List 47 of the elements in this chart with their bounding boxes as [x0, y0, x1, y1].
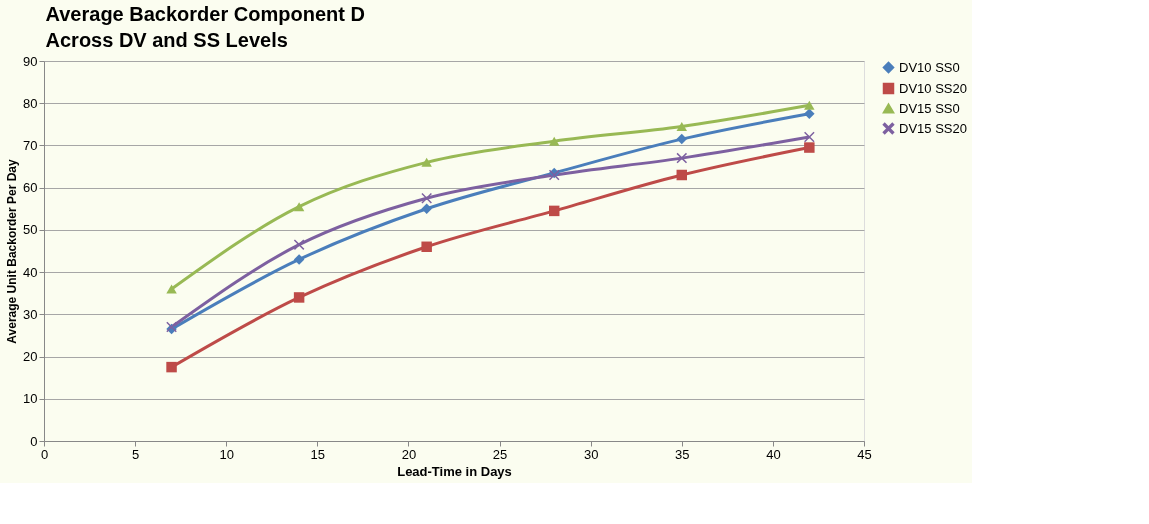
- point: [676, 121, 688, 131]
- x-tick-label: 40: [766, 446, 781, 462]
- x-tick-label: 5: [131, 446, 140, 462]
- legend-label: DV15 SS20: [899, 120, 967, 136]
- y-tick-label: 20: [23, 349, 38, 365]
- y-tick-label: 40: [23, 264, 38, 280]
- point: [293, 292, 305, 303]
- chart-title: Average Backorder Component D Across DV and SS Levels: [45, 3, 365, 51]
- point: [293, 254, 305, 265]
- point: [421, 192, 432, 204]
- point: [166, 284, 177, 294]
- x-tick-label: 10: [219, 446, 234, 462]
- x-tick-label: 45: [857, 446, 872, 462]
- x-tick-label: 20: [401, 446, 417, 462]
- point: [293, 239, 305, 250]
- y-tick-label: 50: [23, 222, 38, 238]
- y-tick-label: 70: [23, 137, 38, 153]
- point: [804, 100, 815, 110]
- y-tick-label: 0: [30, 433, 38, 449]
- x-tick-label: 35: [675, 446, 690, 462]
- point: [293, 202, 305, 212]
- x-tick-label: 25: [492, 446, 508, 462]
- y-tick-label: 80: [23, 95, 38, 111]
- point: [166, 361, 177, 373]
- x-tick-label: 30: [583, 446, 599, 462]
- point: [804, 131, 815, 143]
- point: [676, 152, 688, 164]
- legend-label: DV10 SS0: [899, 59, 960, 75]
- y-tick-label: 60: [23, 180, 38, 196]
- legend-label: DV10 SS20: [899, 80, 967, 96]
- y-tick-label: 30: [23, 306, 38, 322]
- point: [421, 203, 432, 215]
- point: [421, 241, 432, 253]
- y-axis-title: Average Unit Backorder Per Day: [5, 159, 20, 344]
- y-tick-label: 90: [23, 53, 38, 69]
- x-tick-label: 15: [310, 446, 326, 462]
- y-tick-label: 10: [23, 391, 38, 407]
- point: [548, 136, 560, 146]
- point: [421, 157, 432, 167]
- point: [676, 133, 688, 145]
- point: [804, 108, 815, 120]
- point: [676, 169, 688, 181]
- point: [804, 142, 815, 153]
- point: [548, 205, 560, 217]
- x-axis-title: Lead-Time in Days: [397, 463, 512, 479]
- x-tick-label: 0: [40, 446, 49, 462]
- legend-label: DV15 SS0: [899, 100, 960, 116]
